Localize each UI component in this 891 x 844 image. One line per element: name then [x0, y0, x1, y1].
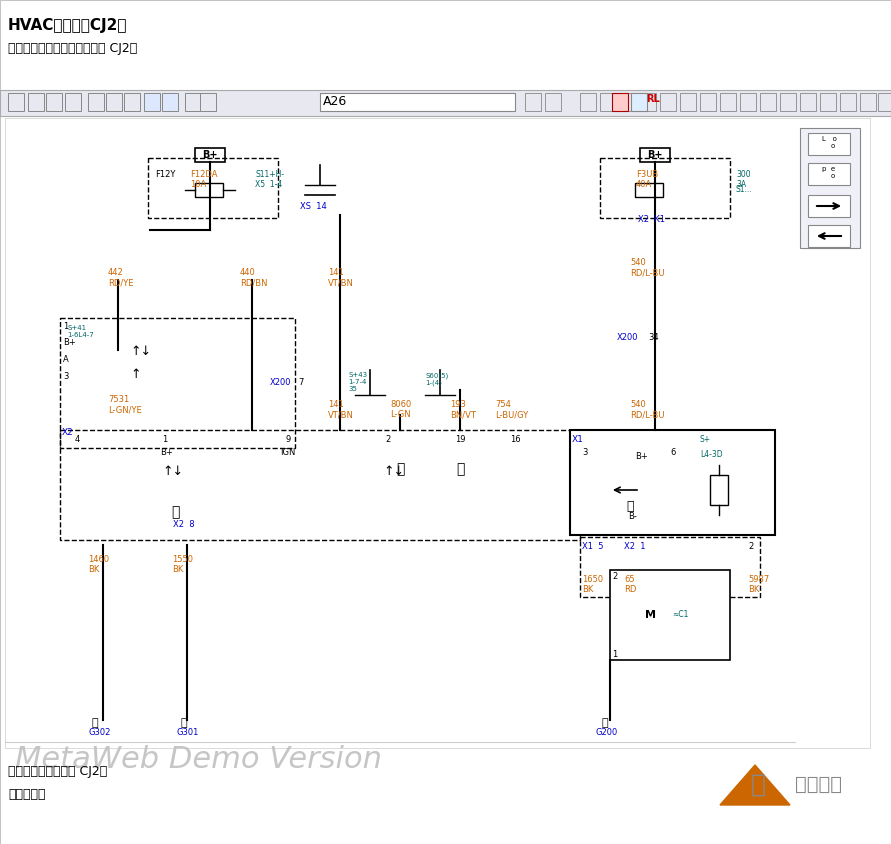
Bar — [195, 183, 223, 197]
Text: 8060
L-GN: 8060 L-GN — [390, 400, 412, 419]
Bar — [800, 93, 816, 111]
Text: A: A — [63, 355, 69, 364]
Text: L   o
    o: L o o — [822, 136, 837, 149]
Bar — [60, 318, 295, 448]
Bar — [710, 475, 728, 505]
Text: X1  5: X1 5 — [582, 542, 603, 551]
Text: 1650
BK: 1650 BK — [582, 575, 603, 594]
Text: ⏚: ⏚ — [601, 718, 609, 728]
Text: B+: B+ — [635, 452, 648, 461]
Text: XS  14: XS 14 — [300, 202, 327, 211]
Text: 7: 7 — [298, 378, 303, 387]
Text: 电源、搞铁和鼓风机电机（带 CJ2）: 电源、搞铁和鼓风机电机（带 CJ2） — [8, 42, 137, 55]
Text: B-: B- — [628, 512, 637, 521]
Text: RL: RL — [646, 94, 659, 104]
Text: 4: 4 — [75, 435, 80, 444]
Text: M: M — [644, 610, 656, 620]
Bar — [148, 158, 278, 218]
Text: X2  8: X2 8 — [173, 520, 194, 529]
Bar — [28, 93, 44, 111]
Bar — [840, 93, 856, 111]
Text: 1460
BK: 1460 BK — [88, 555, 109, 575]
Text: 1: 1 — [63, 322, 69, 331]
Text: 540
RD/L-BU: 540 RD/L-BU — [630, 400, 665, 419]
Text: 300
3A: 300 3A — [736, 170, 750, 189]
Bar — [580, 537, 760, 597]
Text: 5987
BK: 5987 BK — [748, 575, 769, 594]
Text: F12Y: F12Y — [155, 170, 176, 179]
Bar — [5, 118, 870, 748]
Bar — [808, 133, 850, 155]
Text: 540
RD/L-BU: 540 RD/L-BU — [630, 258, 665, 278]
Bar — [46, 93, 62, 111]
Text: X2: X2 — [62, 428, 74, 437]
Text: 141
VT/BN: 141 VT/BN — [328, 400, 354, 419]
Text: 754
L-BU/GY: 754 L-BU/GY — [495, 400, 528, 419]
Text: X2  1: X2 1 — [624, 542, 645, 551]
Text: ⏚: ⏚ — [626, 500, 634, 513]
Bar — [620, 93, 636, 111]
Text: 141
VT/BN: 141 VT/BN — [328, 268, 354, 288]
Bar — [0, 90, 891, 116]
Text: 2: 2 — [385, 435, 390, 444]
Text: 440
RD/BN: 440 RD/BN — [240, 268, 267, 288]
Text: 2: 2 — [612, 572, 617, 581]
Bar — [106, 93, 122, 111]
Bar — [612, 93, 628, 111]
Bar — [680, 93, 696, 111]
Bar — [820, 93, 836, 111]
Text: ⏚: ⏚ — [456, 462, 464, 476]
Text: 3: 3 — [582, 448, 587, 457]
Text: S11+H-: S11+H- — [255, 170, 284, 179]
Text: 6: 6 — [670, 448, 675, 457]
Text: L4-3D: L4-3D — [700, 450, 723, 459]
Bar — [720, 93, 736, 111]
Bar — [545, 93, 561, 111]
Bar — [570, 430, 775, 535]
Bar — [600, 93, 616, 111]
Text: 1: 1 — [162, 435, 168, 444]
Bar — [780, 93, 796, 111]
Bar — [760, 93, 776, 111]
Bar — [65, 93, 81, 111]
Text: ⏚: ⏚ — [171, 505, 179, 519]
Text: 压缩机控制装置（带 CJ2）: 压缩机控制装置（带 CJ2） — [8, 765, 107, 778]
Bar — [800, 128, 860, 248]
Text: 3: 3 — [63, 372, 69, 381]
Text: ↑↓: ↑↓ — [383, 465, 404, 478]
Bar — [640, 93, 656, 111]
Text: S+43
1-7-4
35: S+43 1-7-4 35 — [348, 372, 367, 392]
Text: HVAC示意图（CJ2）: HVAC示意图（CJ2） — [8, 18, 127, 33]
Text: F3UB
40A: F3UB 40A — [636, 170, 658, 189]
Text: 19: 19 — [455, 435, 465, 444]
Text: 193
BN/VT: 193 BN/VT — [450, 400, 476, 419]
Bar — [640, 148, 670, 162]
Text: X1: X1 — [572, 435, 584, 444]
Text: 1550
BK: 1550 BK — [172, 555, 193, 575]
Text: 34: 34 — [648, 333, 658, 342]
Text: ↑↓: ↑↓ — [130, 345, 151, 358]
Text: 1: 1 — [612, 650, 617, 659]
Text: G301: G301 — [176, 728, 199, 737]
Text: 65
RD: 65 RD — [624, 575, 636, 594]
Text: S+41
1-6L4-7: S+41 1-6L4-7 — [67, 325, 94, 338]
Text: X200: X200 — [617, 333, 639, 342]
Text: 击显示图片: 击显示图片 — [8, 788, 45, 801]
Text: 442
RD/YE: 442 RD/YE — [108, 268, 134, 288]
Bar — [185, 93, 201, 111]
Text: G200: G200 — [596, 728, 618, 737]
Text: ⏚: ⏚ — [396, 462, 405, 476]
Text: IGN: IGN — [280, 448, 296, 457]
Text: S60(5)
1-(4): S60(5) 1-(4) — [425, 372, 448, 386]
Bar — [808, 195, 850, 217]
Text: S1...: S1... — [736, 185, 753, 194]
Bar — [162, 93, 178, 111]
Text: G302: G302 — [88, 728, 110, 737]
Bar — [700, 93, 716, 111]
Bar — [525, 93, 541, 111]
Text: B+: B+ — [63, 338, 76, 347]
Bar — [88, 93, 104, 111]
Text: ↑↓: ↑↓ — [162, 465, 183, 478]
Bar — [808, 163, 850, 185]
Text: 7531
L-GN/YE: 7531 L-GN/YE — [108, 395, 142, 414]
